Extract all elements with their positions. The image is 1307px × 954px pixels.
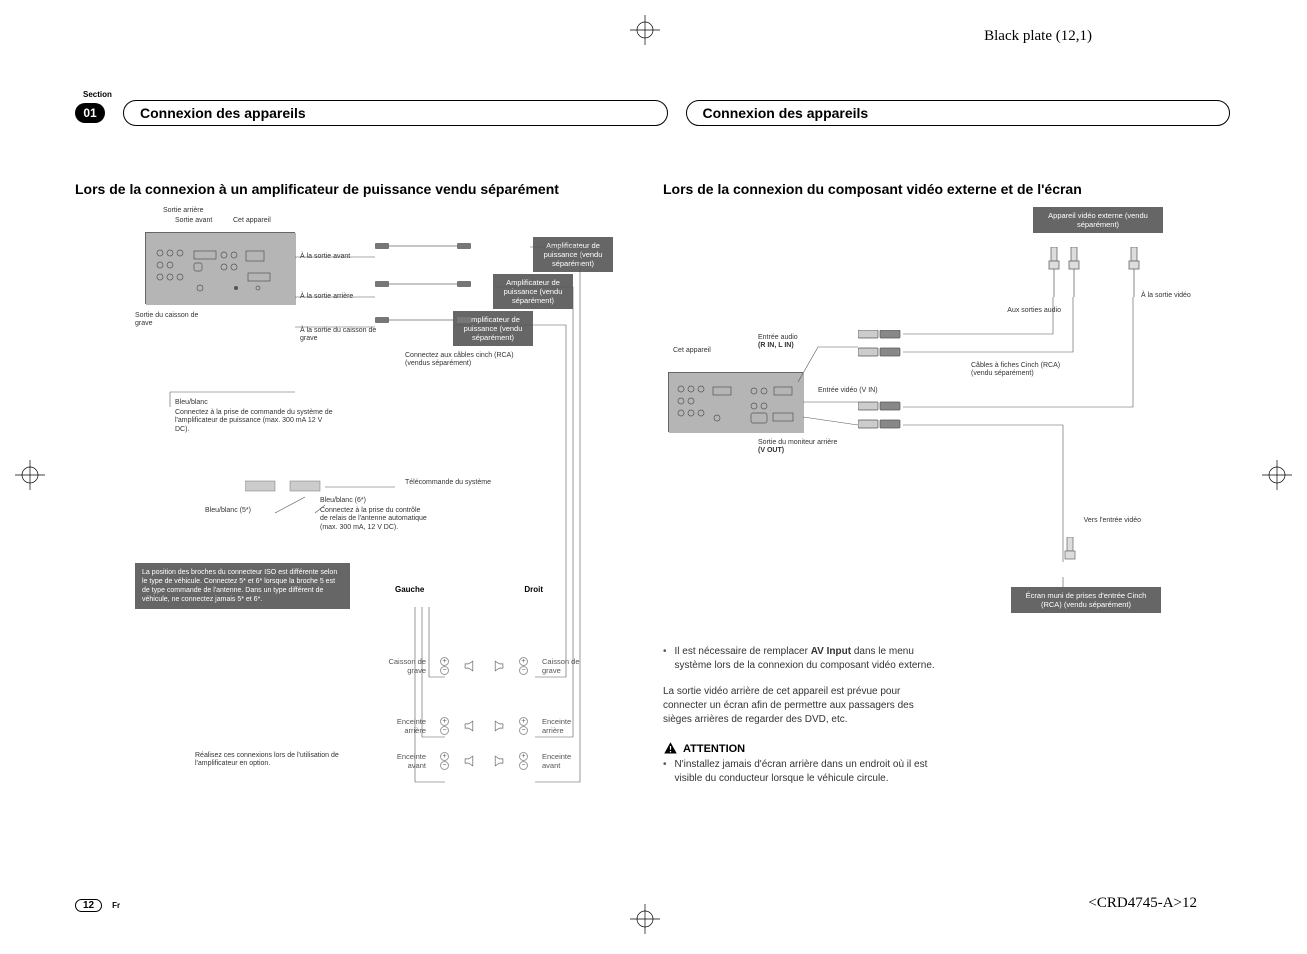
section-number: 01 xyxy=(75,103,105,123)
section-label: Section xyxy=(83,90,1230,99)
lbl-enc-av-r: Enceinte avant xyxy=(542,752,587,770)
caution-row: ATTENTION xyxy=(663,741,943,756)
caution-bullet-text: N'installez jamais d'écran arrière dans … xyxy=(675,758,943,786)
lbl-gauche: Gauche xyxy=(395,585,424,594)
lbl-enc-ar-r: Enceinte arrière xyxy=(542,717,587,735)
bullet-text: Il est nécessaire de remplacer AV Input … xyxy=(675,645,943,673)
channel-labels: Gauche Droit xyxy=(395,585,543,594)
lbl-enc-ar-l: Enceinte arrière xyxy=(381,717,426,735)
remote-connector-icons xyxy=(245,477,325,495)
lbl-caisson-r: Caisson de grave xyxy=(542,657,587,675)
lbl-bleu-blanc-desc: Connectez à la prise de commande du syst… xyxy=(175,409,335,434)
lbl-realisez: Réalisez ces connexions lors de l'utilis… xyxy=(195,752,345,769)
lbl-caisson-l: Caisson de grave xyxy=(381,657,426,675)
iso-note-box: La position des broches du connecteur IS… xyxy=(135,563,350,609)
section-title-right: Connexion des appareils xyxy=(686,100,1231,126)
lbl-aux-audio: Aux sorties audio xyxy=(1007,307,1061,315)
crop-mark-right xyxy=(1262,460,1292,495)
rca-top xyxy=(1041,247,1151,302)
lbl-connectez-rca: Connectez aux câbles cinch (RCA) (vendus… xyxy=(405,352,525,369)
right-paragraph: La sortie vidéo arrière de cet appareil … xyxy=(663,685,943,727)
crop-mark-left xyxy=(15,460,45,495)
rca-bottom xyxy=(1061,537,1081,577)
device-head-unit xyxy=(145,232,295,304)
left-title: Lors de la connexion à un amplificateur … xyxy=(75,181,623,197)
lbl-bleu-blanc-6: Bleu/blanc (6*) xyxy=(320,497,366,505)
header-row: 01 Connexion des appareils Connexion des… xyxy=(75,100,1230,126)
speaker-row-front: Enceinte avant +− +− Enceinte avant xyxy=(381,752,587,770)
rca-inline xyxy=(858,330,918,440)
right-bullet: • Il est nécessaire de remplacer AV Inpu… xyxy=(663,645,943,673)
lbl-sortie-avant: Sortie avant xyxy=(175,217,212,225)
bullet-dot-2: • xyxy=(663,758,667,786)
lbl-sortie-arriere: Sortie arrière xyxy=(163,207,203,215)
footer-lang: Fr xyxy=(112,901,120,910)
doc-code: <CRD4745-A>12 xyxy=(1088,895,1197,912)
lbl-sortie-caisson-out: À la sortie du caisson de grave xyxy=(300,327,380,344)
speaker-row-rear: Enceinte arrière +− +− Enceinte arrière xyxy=(381,717,587,735)
caution-bullet: • N'installez jamais d'écran arrière dan… xyxy=(663,758,943,786)
lbl-cet-appareil: Cet appareil xyxy=(233,217,271,225)
right-column: Lors de la connexion du composant vidéo … xyxy=(663,181,1211,847)
speaker-row-sub: Caisson de grave +− +− Caisson de grave xyxy=(381,657,587,675)
lbl-bleu-blanc: Bleu/blanc xyxy=(175,399,208,407)
lbl-telecommande: Télécommande du système xyxy=(405,479,491,487)
amp-box-2: Amplificateur de puissance (vendu séparé… xyxy=(493,274,573,309)
bullet-dot: • xyxy=(663,645,667,673)
lbl-droit: Droit xyxy=(524,585,543,594)
crop-mark-top xyxy=(630,15,660,50)
device-head-unit-r xyxy=(668,372,803,432)
lbl-sortie-caisson: Sortie du caisson de grave xyxy=(135,312,203,329)
lbl-entree-audio: Entrée audio(R IN, L IN) xyxy=(758,334,798,351)
amp-box-1: Amplificateur de puissance (vendu séparé… xyxy=(533,237,613,272)
footer: 12 Fr xyxy=(75,899,120,912)
left-column: Lors de la connexion à un amplificateur … xyxy=(75,181,623,847)
crop-mark-bottom xyxy=(630,904,660,939)
ext-video-box: Appareil vidéo externe (vendu séparément… xyxy=(1033,207,1163,233)
lbl-bleu-blanc-5: Bleu/blanc (5*) xyxy=(205,507,251,515)
right-text-block: • Il est nécessaire de remplacer AV Inpu… xyxy=(663,645,943,786)
left-diagram: Sortie arrière Sortie avant Cet appareil xyxy=(75,207,623,847)
lbl-sortie-arriere-out: À la sortie arrière xyxy=(300,293,353,301)
section-title-left: Connexion des appareils xyxy=(123,100,668,126)
lbl-vers-entree-video: Vers l'entrée vidéo xyxy=(1084,517,1141,525)
warning-icon xyxy=(663,741,678,756)
lbl-enc-av-l: Enceinte avant xyxy=(381,752,426,770)
lbl-sortie-moniteur: Sortie du moniteur arrière(V OUT) xyxy=(758,439,837,456)
rca-icons xyxy=(375,243,495,343)
display-box: Écran muni de prises d'entrée Cinch (RCA… xyxy=(1011,587,1161,613)
black-plate-label: Black plate (12,1) xyxy=(984,28,1092,45)
right-diagram: Appareil vidéo externe (vendu séparément… xyxy=(663,207,1211,627)
footer-pagenum: 12 xyxy=(75,899,102,912)
lbl-sortie-video: À la sortie vidéo xyxy=(1141,292,1211,300)
right-title: Lors de la connexion du composant vidéo … xyxy=(663,181,1211,197)
lbl-sortie-avant-out: À la sortie avant xyxy=(300,253,350,261)
lbl-cables-rca: Câbles à fiches Cinch (RCA) (vendu sépar… xyxy=(971,362,1081,379)
lbl-bleu-blanc-6-desc: Connectez à la prise du contrôle de rela… xyxy=(320,507,430,532)
caution-label: ATTENTION xyxy=(683,743,745,755)
lbl-cet-appareil-r: Cet appareil xyxy=(673,347,711,355)
